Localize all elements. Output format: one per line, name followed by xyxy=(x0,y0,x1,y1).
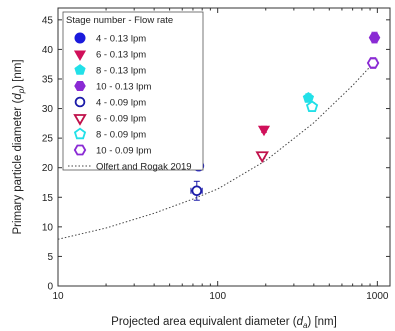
x-tick-label: 10 xyxy=(52,291,64,302)
y-tick-label: 45 xyxy=(42,15,54,26)
y-tick-label: 10 xyxy=(42,222,54,233)
legend-label: 10 - 0.13 lpm xyxy=(96,82,152,93)
x-axis-label: Projected area equivalent diameter (da) … xyxy=(111,316,337,330)
data-point xyxy=(257,125,271,137)
y-tick-label: 30 xyxy=(42,104,54,115)
plot-frame xyxy=(57,7,391,287)
data-point xyxy=(191,185,203,197)
data-point xyxy=(368,32,381,43)
y-tick-label: 15 xyxy=(42,193,54,204)
legend-swatch xyxy=(74,81,86,91)
legend-swatch xyxy=(73,114,87,126)
data-point xyxy=(255,151,269,164)
x-tick-label: 1000 xyxy=(366,291,389,302)
legend-label: 4 - 0.13 lpm xyxy=(96,34,146,45)
x-tick-label: 100 xyxy=(209,291,226,302)
legend-label: 4 - 0.09 lpm xyxy=(96,98,146,109)
legend-swatch xyxy=(74,64,86,75)
y-tick-label: 5 xyxy=(47,252,53,263)
data-point xyxy=(366,57,380,69)
legend-label: 10 - 0.09 lpm xyxy=(96,146,152,157)
y-tick-label: 35 xyxy=(42,74,54,85)
legend-swatch xyxy=(73,144,87,156)
legend-label: 8 - 0.09 lpm xyxy=(96,130,146,141)
legend-swatch xyxy=(73,127,87,140)
y-axis-label: Primary particle diameter (dp) [nm] xyxy=(12,59,26,234)
y-tick-label: 20 xyxy=(42,163,54,174)
legend-swatch xyxy=(74,96,86,108)
y-tick-label: 40 xyxy=(42,45,54,56)
legend-box xyxy=(62,11,204,171)
data-point xyxy=(302,91,315,103)
legend-swatch xyxy=(73,50,87,61)
y-tick-label: 25 xyxy=(42,134,54,145)
legend-label: Olfert and Rogak 2019 xyxy=(96,162,192,173)
data-point xyxy=(305,100,319,112)
legend-title: Stage number - Flow rate xyxy=(66,15,173,26)
legend-label: 6 - 0.13 lpm xyxy=(96,50,146,61)
legend-swatch xyxy=(74,32,86,44)
legend-label: 6 - 0.09 lpm xyxy=(96,114,146,125)
y-tick-label: 0 xyxy=(47,282,53,293)
legend-label: 8 - 0.13 lpm xyxy=(96,66,146,77)
